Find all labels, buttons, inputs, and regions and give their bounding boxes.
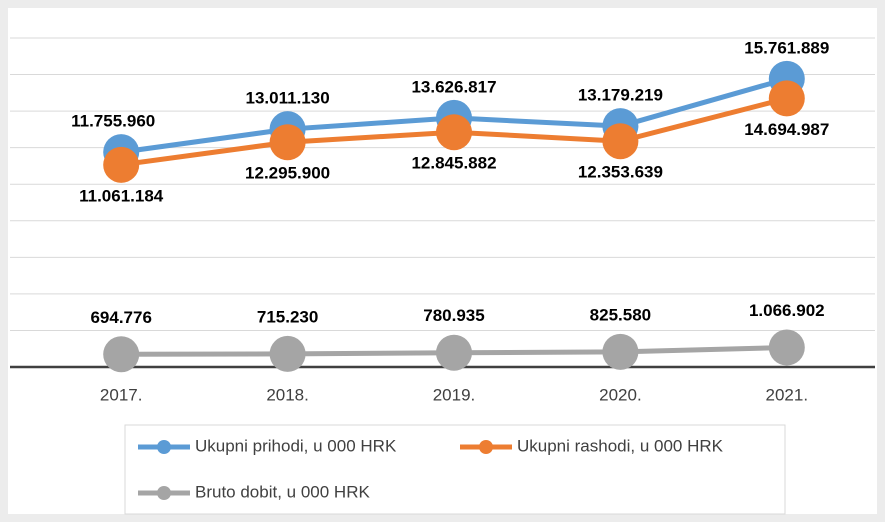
marker (269, 335, 306, 372)
data-label: 12.353.639 (578, 163, 663, 182)
x-tick-label: 2017. (100, 385, 143, 404)
marker (602, 123, 639, 160)
legend-marker (479, 440, 493, 454)
marker (602, 333, 639, 370)
marker (436, 114, 472, 151)
marker (768, 329, 805, 366)
x-tick-label: 2018. (266, 385, 309, 404)
marker (768, 80, 805, 117)
data-label: 13.626.817 (411, 77, 496, 96)
x-tick-label: 2020. (599, 385, 642, 404)
data-label: 11.061.184 (79, 186, 164, 205)
legend-label: Ukupni rashodi, u 000 HRK (517, 436, 724, 455)
legend-label: Ukupni prihodi, u 000 HRK (195, 436, 397, 455)
data-label: 825.580 (590, 305, 651, 324)
data-label: 13.179.219 (578, 86, 663, 105)
data-label: 15.761.889 (744, 38, 829, 57)
marker (436, 334, 472, 371)
x-tick-label: 2019. (433, 385, 476, 404)
marker (269, 124, 306, 161)
data-label: 780.935 (423, 306, 484, 325)
data-label: 13.011.130 (246, 89, 330, 108)
data-label: 1.066.902 (749, 301, 825, 320)
data-label: 715.230 (257, 307, 318, 326)
legend-marker (157, 486, 171, 500)
legend-label: Bruto dobit, u 000 HRK (195, 482, 370, 501)
legend-box (124, 424, 786, 515)
x-tick-label: 2021. (766, 385, 809, 404)
legend-marker (157, 440, 171, 454)
data-label: 12.845.882 (411, 154, 496, 173)
data-label: 14.694.987 (744, 120, 829, 139)
marker (103, 146, 140, 183)
data-label: 11.755.960 (71, 112, 155, 131)
data-label: 12.295.900 (245, 164, 330, 183)
data-label: 694.776 (90, 308, 151, 327)
marker (103, 336, 140, 373)
